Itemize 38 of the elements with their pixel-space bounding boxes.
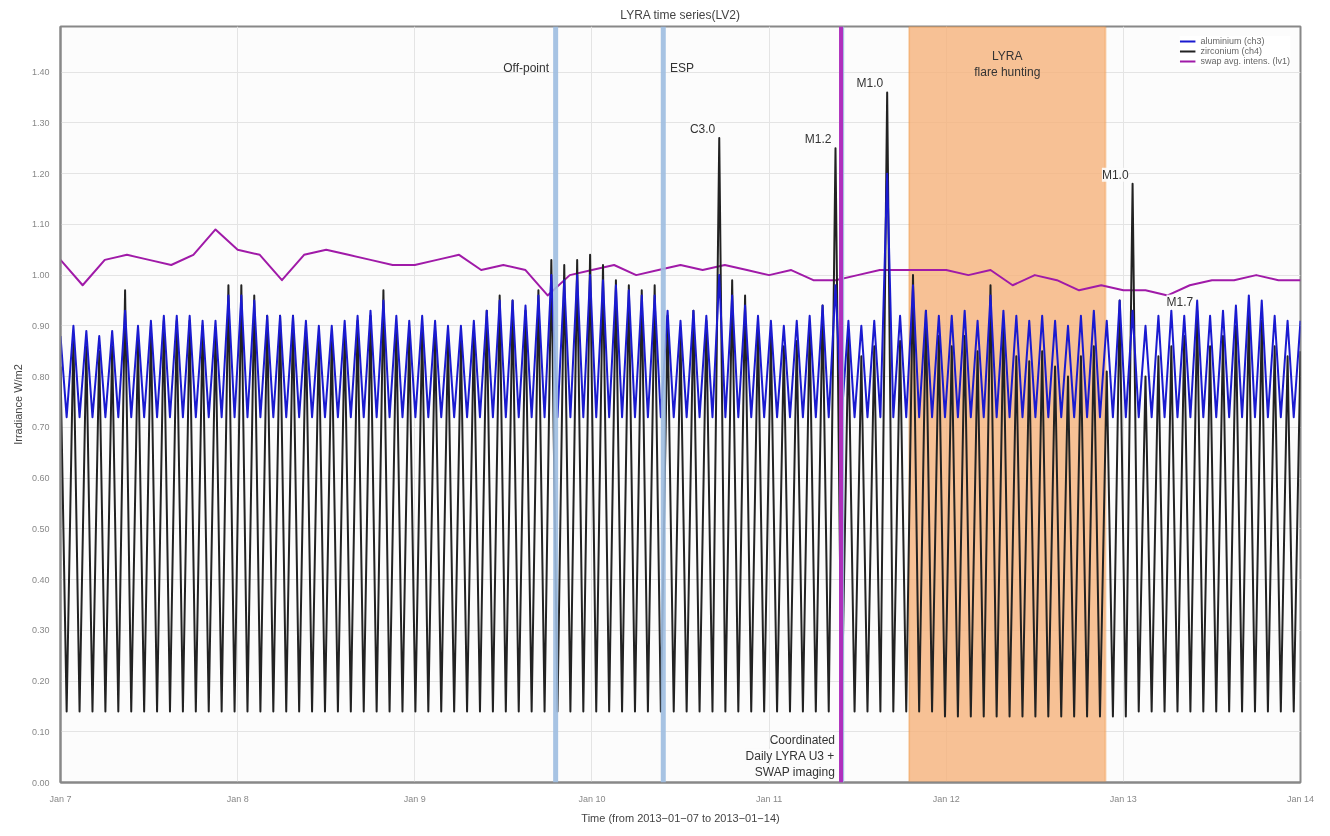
y-tick-label: 0.30 [31, 625, 50, 636]
y-tick-label: 0.80 [31, 371, 50, 382]
x-tick-label: Jan 9 [403, 793, 426, 804]
y-tick-label: 0.70 [31, 422, 50, 433]
y-axis-title: Irradiance W/m2 [11, 364, 24, 445]
x-tick-label: Jan 7 [49, 793, 72, 804]
band-label: LYRA flare hunting [974, 49, 1041, 80]
ref-line-label: Coordinated Daily LYRA U3 + SWAP imaging [745, 732, 836, 779]
y-tick-label: 0.60 [31, 473, 50, 484]
y-tick-label: 1.30 [31, 117, 50, 128]
annotation: M1.0 [1101, 167, 1129, 182]
y-tick-label: 1.20 [31, 168, 50, 179]
y-tick-label: 0.50 [31, 523, 50, 534]
y-tick-label: 0.10 [31, 726, 50, 737]
x-tick-label: Jan 13 [1109, 793, 1137, 804]
y-tick-label: 1.00 [31, 270, 50, 281]
y-tick-label: 0.20 [31, 676, 50, 687]
x-axis-title: Time (from 2013−01−07 to 2013−01−14) [581, 811, 780, 824]
x-tick-label: Jan 12 [932, 793, 960, 804]
y-tick-label: 1.10 [31, 219, 50, 230]
legend-label: zirconium (ch4) [1200, 46, 1262, 56]
y-tick-label: 0.00 [31, 777, 50, 788]
chart-title: LYRA time series(LV2) [620, 7, 740, 22]
legend-label: swap avg. intens. (lv1) [1200, 56, 1290, 66]
x-tick-label: Jan 14 [1286, 793, 1315, 804]
y-tick-label: 0.40 [31, 574, 50, 585]
ref-line-label: Off-point [503, 60, 550, 75]
x-tick-label: Jan 8 [226, 793, 249, 804]
x-tick-label: Jan 11 [755, 793, 783, 804]
y-tick-label: 1.40 [31, 67, 50, 78]
ref-line-label: ESP [669, 60, 694, 75]
x-tick-label: Jan 10 [578, 793, 606, 804]
annotation: M1.2 [804, 132, 832, 147]
annotation: M1.7 [1166, 294, 1194, 309]
legend-label: aluminium (ch3) [1200, 36, 1265, 46]
annotation: M1.0 [856, 76, 884, 91]
annotation: C3.0 [689, 122, 716, 137]
y-tick-label: 0.90 [31, 320, 50, 331]
